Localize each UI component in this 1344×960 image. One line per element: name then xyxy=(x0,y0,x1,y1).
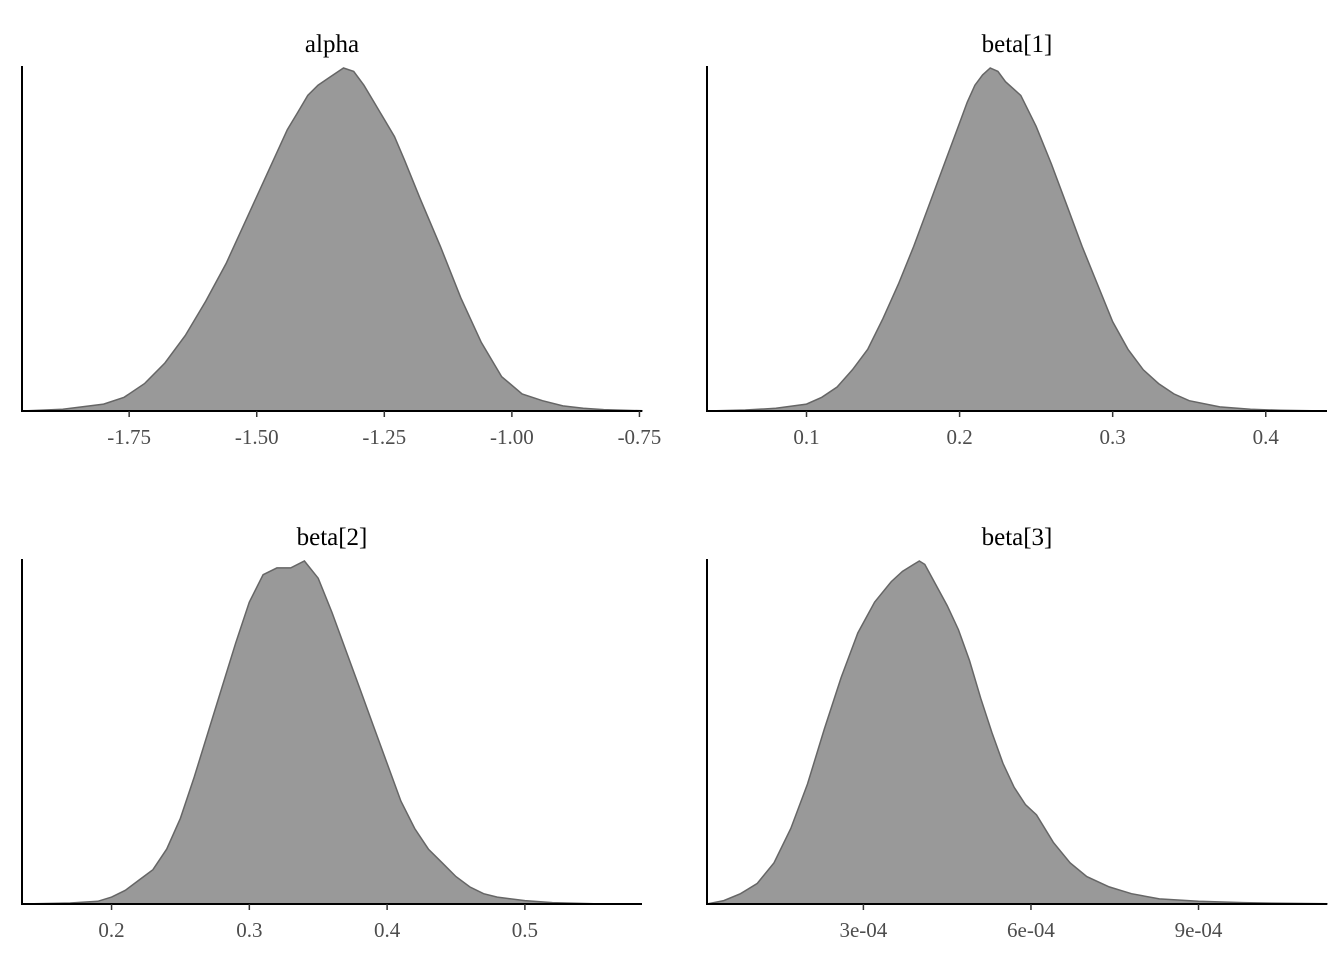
x-tick-label: -1.50 xyxy=(235,425,279,449)
density-area xyxy=(21,67,643,412)
x-tick-label: 3e-04 xyxy=(839,918,887,942)
x-tick-label: -1.00 xyxy=(490,425,534,449)
panel-title: beta[1] xyxy=(982,31,1053,58)
x-tick-label: -1.75 xyxy=(107,425,151,449)
x-tick-label: 0.4 xyxy=(374,918,401,942)
x-tick-label: 9e-04 xyxy=(1175,918,1223,942)
x-tick-label: 0.3 xyxy=(236,918,262,942)
panel-title: beta[3] xyxy=(982,524,1053,551)
panel-title: beta[2] xyxy=(297,524,368,551)
x-tick-label: -1.25 xyxy=(362,425,406,449)
panel-2: beta[2] 0.2 0.3 0.4 0.5 xyxy=(21,524,643,942)
x-tick-label: 0.1 xyxy=(793,425,819,449)
x-tick-label: 0.5 xyxy=(512,918,538,942)
x-tick-label: 0.3 xyxy=(1100,425,1126,449)
panel-0: alpha -1.75 -1.50 -1.25 -1.00 -0.75 xyxy=(21,31,662,449)
x-tick-label: 0.2 xyxy=(946,425,972,449)
x-tick-label: 0.2 xyxy=(98,918,124,942)
density-area xyxy=(21,560,643,905)
panel-1: beta[1] 0.1 0.2 0.3 0.4 xyxy=(706,31,1328,449)
x-tick-label: 6e-04 xyxy=(1007,918,1055,942)
x-tick-label: 0.4 xyxy=(1253,425,1280,449)
panel-3: beta[3] 3e-04 6e-04 9e-04 xyxy=(706,524,1328,942)
x-tick-label: -0.75 xyxy=(618,425,662,449)
density-area xyxy=(706,560,1328,905)
panel-title: alpha xyxy=(305,31,359,58)
density-area xyxy=(706,67,1328,412)
